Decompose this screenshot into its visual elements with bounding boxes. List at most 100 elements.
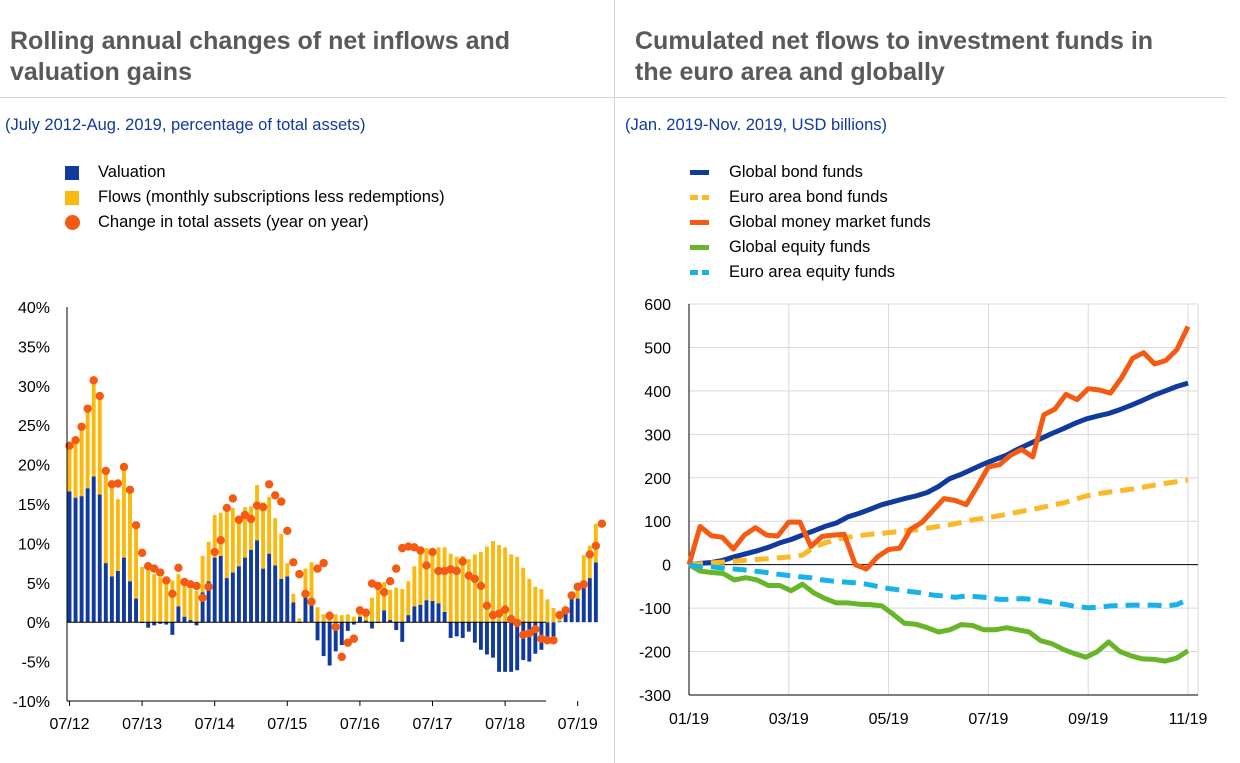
flows-bar — [109, 485, 114, 577]
flows-bar — [515, 556, 520, 623]
change-dot — [561, 606, 570, 615]
flows-bar — [261, 502, 266, 569]
y-tick-label: 30% — [18, 379, 50, 396]
change-dot — [83, 404, 92, 413]
flows-bar — [412, 566, 417, 607]
valuation-bar — [182, 616, 187, 623]
valuation-bar — [73, 497, 78, 623]
right-chart-panel: Cumulated net flows to investment funds … — [615, 0, 1240, 763]
change-dot — [506, 614, 516, 624]
flows-bar — [497, 544, 501, 623]
flows-bar — [79, 428, 84, 497]
valuation-bar — [563, 611, 568, 623]
flows-bar — [527, 578, 532, 623]
flows-bar — [194, 590, 199, 623]
valuation-bar — [212, 557, 217, 623]
flows-bar — [454, 556, 459, 623]
valuation-bar — [593, 562, 598, 623]
flows-bar — [249, 506, 253, 550]
left-title-line1: Rolling annual changes of net inflows an… — [10, 27, 511, 55]
change-dot — [131, 521, 141, 530]
change-dot — [222, 503, 231, 513]
flows-bar — [243, 507, 247, 558]
x-tick-label: 09/19 — [1068, 711, 1108, 728]
valuation-bar — [67, 491, 72, 623]
flows-bar — [279, 533, 284, 579]
flows-bar — [297, 618, 302, 623]
flows-bar — [285, 563, 290, 577]
flows-bar — [472, 554, 477, 623]
legend-swatch — [65, 165, 79, 180]
change-dot — [325, 611, 334, 621]
flows-bar — [539, 589, 544, 623]
flows-bar — [521, 567, 526, 623]
series-line-global-equity-funds — [687, 562, 1190, 664]
legend-label: Global bond funds — [729, 163, 863, 181]
flows-bar — [533, 586, 538, 623]
flows-bar — [267, 496, 272, 554]
legend-swatch — [690, 270, 709, 275]
change-dot — [271, 491, 280, 500]
change-dot — [307, 597, 316, 606]
y-tick-label: 15% — [18, 497, 50, 514]
valuation-bar — [303, 594, 308, 623]
valuation-bar — [527, 622, 532, 662]
valuation-bar — [339, 622, 344, 646]
flows-bar — [212, 515, 217, 558]
valuation-bar — [158, 622, 163, 624]
flows-bar — [345, 614, 350, 623]
right-chart-plot: -300 -200 -100 0 100 200 300 400 500 600 01/19 03/1… — [639, 297, 1208, 728]
change-dot — [137, 548, 147, 558]
x-tick-label: 07/19 — [968, 711, 1008, 728]
flows-bar — [418, 546, 423, 605]
valuation-bar — [249, 549, 253, 623]
valuation-bar — [134, 598, 138, 623]
change-dot — [543, 636, 552, 645]
legend-item-global-money-market-funds: Global money market funds — [690, 210, 931, 235]
change-dot — [470, 574, 480, 584]
flows-bar — [485, 546, 489, 623]
flows-bar — [321, 614, 326, 623]
valuation-bar — [321, 622, 326, 657]
flows-bar — [164, 582, 169, 623]
left-chart-plot: -10% -5% 0% 5% 10% 15% 20% 25% 30% 35% 40% 07/12 07/… — [13, 300, 607, 733]
valuation-bar — [424, 600, 429, 623]
change-dot — [174, 563, 183, 573]
flows-bar — [394, 587, 399, 623]
valuation-bar — [406, 615, 411, 623]
valuation-bar — [291, 602, 296, 623]
flows-bar — [170, 580, 175, 623]
valuation-bar — [273, 565, 278, 623]
change-dot — [295, 569, 304, 579]
valuation-bar — [115, 570, 120, 623]
y-tick-label: 20% — [18, 458, 50, 475]
change-dot — [579, 580, 588, 589]
y-tick-label: 0 — [662, 558, 671, 575]
legend-item-euro-area-equity-funds: Euro area equity funds — [690, 260, 931, 285]
legend-label: Global money market funds — [729, 213, 931, 231]
valuation-bar — [509, 622, 514, 672]
change-dot — [198, 593, 207, 602]
change-dot — [392, 564, 401, 573]
flows-bar — [436, 547, 441, 604]
flows-bar — [460, 556, 465, 623]
valuation-bar — [388, 619, 393, 623]
change-dot — [525, 629, 534, 638]
valuation-bar — [327, 622, 332, 666]
legend-swatch — [65, 190, 79, 205]
flows-bar — [176, 574, 181, 607]
valuation-bar — [236, 566, 241, 623]
series-line-euro-area-bond-funds — [688, 477, 1189, 568]
change-dot — [331, 622, 340, 632]
x-tick-label: 07/15 — [267, 716, 307, 733]
change-dot — [361, 608, 371, 617]
flows-bar — [122, 467, 126, 558]
valuation-bar — [164, 622, 169, 625]
change-dot — [119, 462, 129, 472]
change-dot — [150, 564, 159, 573]
x-tick-label: 07/14 — [195, 716, 235, 733]
change-dot — [228, 494, 238, 503]
x-tick-label: 07/13 — [122, 716, 162, 733]
valuation-bar — [79, 496, 84, 623]
change-dot — [476, 581, 486, 591]
